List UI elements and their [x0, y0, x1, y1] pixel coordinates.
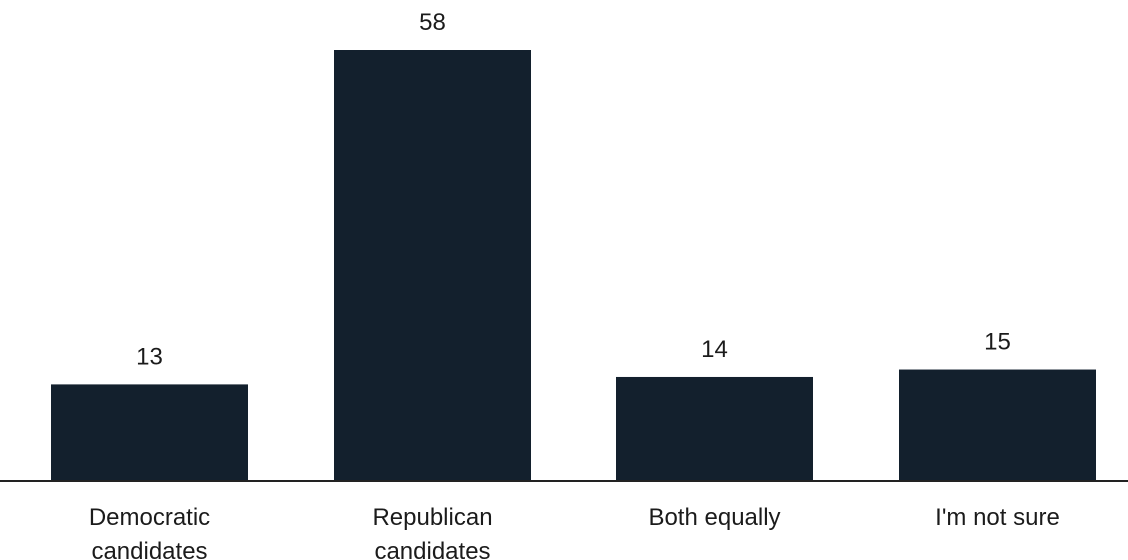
category-label-3: I'm not sure: [935, 504, 1060, 531]
category-label-line: I'm not sure: [935, 504, 1060, 531]
category-label-line: candidates: [91, 538, 207, 560]
value-label-3: 15: [984, 329, 1011, 356]
value-label-0: 13: [136, 343, 163, 370]
category-label-2: Both equally: [648, 504, 780, 531]
category-label-0: Democratic candidates: [89, 504, 210, 560]
bar-1: [334, 50, 531, 481]
bar-0: [51, 384, 248, 481]
category-label-line: Republican: [372, 504, 492, 531]
bars-layer: [51, 50, 1096, 481]
category-label-line: Both equally: [648, 504, 780, 531]
bar-3: [899, 369, 1096, 481]
category-labels-layer: Democratic candidates Republican candidates…: [89, 504, 1060, 560]
value-label-1: 58: [419, 9, 446, 36]
category-label-line: Democratic: [89, 504, 210, 531]
category-label-1: Republican candidates: [372, 504, 492, 560]
bar-2: [616, 376, 813, 481]
value-label-2: 14: [701, 336, 728, 363]
value-labels-layer: 13 58 14 15: [136, 9, 1011, 370]
category-label-line: candidates: [374, 538, 490, 560]
